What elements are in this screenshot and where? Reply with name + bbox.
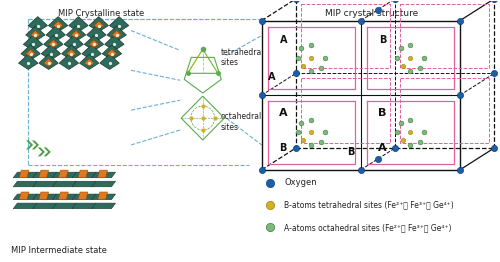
Polygon shape: [92, 181, 116, 187]
Polygon shape: [80, 54, 99, 69]
Text: B: B: [280, 143, 287, 153]
Polygon shape: [58, 170, 68, 178]
Text: A: A: [378, 143, 386, 153]
Polygon shape: [39, 170, 48, 178]
Text: A: A: [280, 35, 287, 46]
Polygon shape: [82, 45, 102, 60]
Polygon shape: [33, 194, 56, 200]
Text: MIP crystal structure: MIP crystal structure: [325, 9, 418, 18]
Text: B: B: [348, 147, 354, 157]
Polygon shape: [72, 194, 96, 200]
Polygon shape: [71, 30, 81, 38]
Text: octahedral
sites: octahedral sites: [220, 112, 262, 132]
Polygon shape: [104, 35, 124, 51]
Polygon shape: [102, 45, 122, 60]
Polygon shape: [32, 140, 39, 149]
Polygon shape: [13, 203, 37, 209]
Polygon shape: [110, 17, 129, 32]
Polygon shape: [52, 194, 76, 200]
Polygon shape: [41, 45, 60, 60]
Polygon shape: [52, 181, 76, 187]
Polygon shape: [54, 21, 63, 29]
Polygon shape: [89, 40, 99, 47]
Polygon shape: [58, 192, 68, 200]
Polygon shape: [19, 192, 29, 200]
Polygon shape: [39, 54, 58, 69]
Polygon shape: [26, 26, 45, 41]
Polygon shape: [86, 26, 106, 41]
Polygon shape: [107, 49, 117, 57]
Polygon shape: [98, 192, 108, 200]
Polygon shape: [44, 59, 54, 66]
Text: A: A: [268, 72, 275, 82]
Polygon shape: [66, 49, 76, 57]
Polygon shape: [48, 17, 68, 32]
Polygon shape: [33, 172, 56, 178]
Polygon shape: [30, 30, 40, 38]
Text: B: B: [378, 35, 386, 46]
Polygon shape: [24, 35, 42, 51]
Polygon shape: [84, 59, 94, 66]
Text: B: B: [378, 108, 386, 118]
Polygon shape: [92, 203, 116, 209]
Polygon shape: [94, 21, 104, 29]
Polygon shape: [100, 54, 119, 69]
Polygon shape: [26, 49, 36, 57]
Polygon shape: [72, 181, 96, 187]
Text: Oxygen: Oxygen: [284, 178, 317, 187]
Polygon shape: [66, 26, 86, 41]
Polygon shape: [78, 192, 88, 200]
Text: A: A: [279, 108, 287, 118]
Polygon shape: [92, 172, 116, 178]
Text: tetrahedral
sites: tetrahedral sites: [220, 48, 264, 67]
Polygon shape: [28, 17, 48, 32]
Polygon shape: [44, 148, 51, 156]
Polygon shape: [39, 192, 48, 200]
Polygon shape: [98, 170, 108, 178]
Polygon shape: [84, 35, 103, 51]
Polygon shape: [21, 45, 40, 60]
Polygon shape: [26, 140, 33, 149]
Polygon shape: [59, 54, 78, 69]
Polygon shape: [38, 148, 45, 156]
Polygon shape: [72, 203, 96, 209]
Polygon shape: [92, 194, 116, 200]
Polygon shape: [62, 45, 81, 60]
Polygon shape: [52, 172, 76, 178]
Text: MIP Intermediate state: MIP Intermediate state: [12, 246, 108, 255]
Text: A-atoms octahedral sites (Fe²⁺、 Fe³⁺、 Ge⁴⁺): A-atoms octahedral sites (Fe²⁺、 Fe³⁺、 Ge…: [284, 223, 452, 232]
Polygon shape: [89, 17, 108, 32]
Polygon shape: [68, 17, 88, 32]
Polygon shape: [33, 203, 56, 209]
Polygon shape: [44, 35, 63, 51]
Polygon shape: [18, 54, 38, 69]
Polygon shape: [107, 26, 126, 41]
Polygon shape: [13, 181, 37, 187]
Polygon shape: [46, 26, 66, 41]
Polygon shape: [72, 172, 96, 178]
Polygon shape: [48, 40, 58, 47]
Polygon shape: [13, 194, 37, 200]
Polygon shape: [64, 35, 84, 51]
Polygon shape: [13, 172, 37, 178]
Polygon shape: [52, 203, 76, 209]
Polygon shape: [33, 181, 56, 187]
Polygon shape: [112, 30, 122, 38]
Polygon shape: [78, 170, 88, 178]
Polygon shape: [19, 170, 29, 178]
Text: MIP Crystalline state: MIP Crystalline state: [58, 9, 144, 18]
Text: B-atoms tetrahedral sites (Fe²⁺、 Fe³⁺、 Ge⁴⁺): B-atoms tetrahedral sites (Fe²⁺、 Fe³⁺、 G…: [284, 200, 454, 209]
